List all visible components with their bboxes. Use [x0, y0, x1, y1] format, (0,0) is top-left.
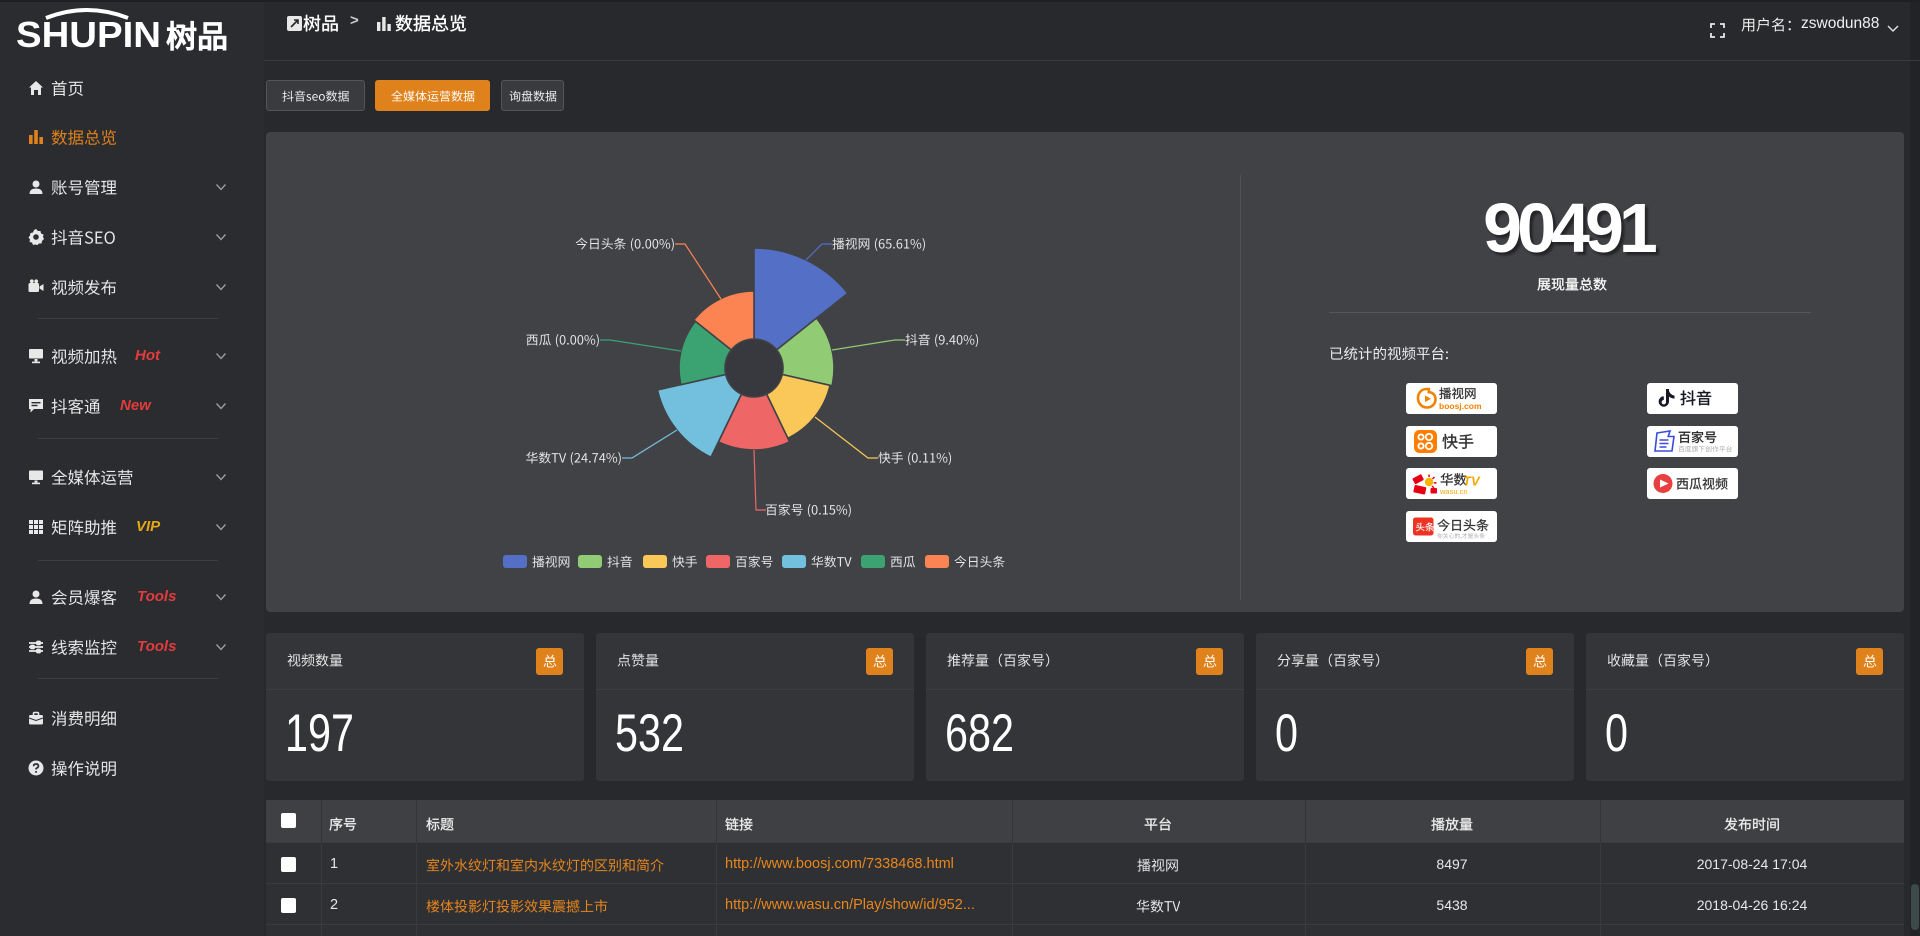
- svg-text:SHUPIN: SHUPIN: [16, 14, 161, 55]
- svg-text:wasu.cn: wasu.cn: [1439, 487, 1468, 496]
- svg-text:TV: TV: [1463, 474, 1481, 489]
- svg-text:boosj.com: boosj.com: [1439, 401, 1482, 411]
